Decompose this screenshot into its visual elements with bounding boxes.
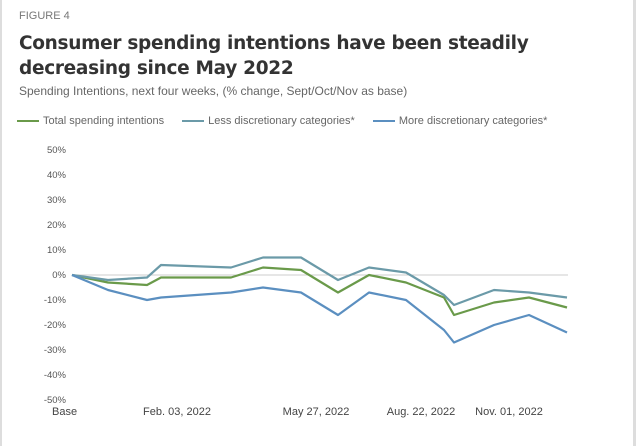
legend-label: Less discretionary categories* <box>208 115 355 127</box>
legend-item-total[interactable]: Total spending intentions <box>17 115 164 127</box>
y-tick-label: -40% <box>44 370 67 381</box>
y-tick-label: 0% <box>52 270 66 281</box>
legend-item-less[interactable]: Less discretionary categories* <box>182 115 355 127</box>
y-tick-label: -50% <box>44 395 67 406</box>
x-tick-label: Aug. 22, 2022 <box>387 406 456 418</box>
y-tick-label: 50% <box>47 145 67 156</box>
chart-subtitle: Spending Intentions, next four weeks, (%… <box>19 84 408 98</box>
y-tick-label: -20% <box>44 320 67 331</box>
x-tick-label: May 27, 2022 <box>283 406 350 418</box>
legend-label: Total spending intentions <box>43 115 165 127</box>
legend-swatch <box>182 120 205 122</box>
x-tick-label: Feb. 03, 2022 <box>143 406 211 418</box>
legend-swatch <box>372 120 395 122</box>
legend-label: More discretionary categories* <box>398 115 548 127</box>
chart-title: Consumer spending intentions have been s… <box>19 33 529 79</box>
y-tick-label: -10% <box>44 295 67 306</box>
y-tick-label: 30% <box>47 195 67 206</box>
legend-swatch <box>17 120 39 122</box>
x-tick-label: Nov. 01, 2022 <box>475 406 543 418</box>
legend: Total spending intentions Less discretio… <box>17 115 547 127</box>
y-tick-label: -30% <box>44 345 67 356</box>
figure-label: FIGURE 4 <box>19 10 70 22</box>
y-tick-label: 10% <box>47 245 67 256</box>
legend-item-more[interactable]: More discretionary categories* <box>372 115 548 127</box>
x-tick-label: Base <box>52 406 77 418</box>
y-tick-label: 20% <box>47 220 67 231</box>
y-tick-label: 40% <box>47 170 67 181</box>
